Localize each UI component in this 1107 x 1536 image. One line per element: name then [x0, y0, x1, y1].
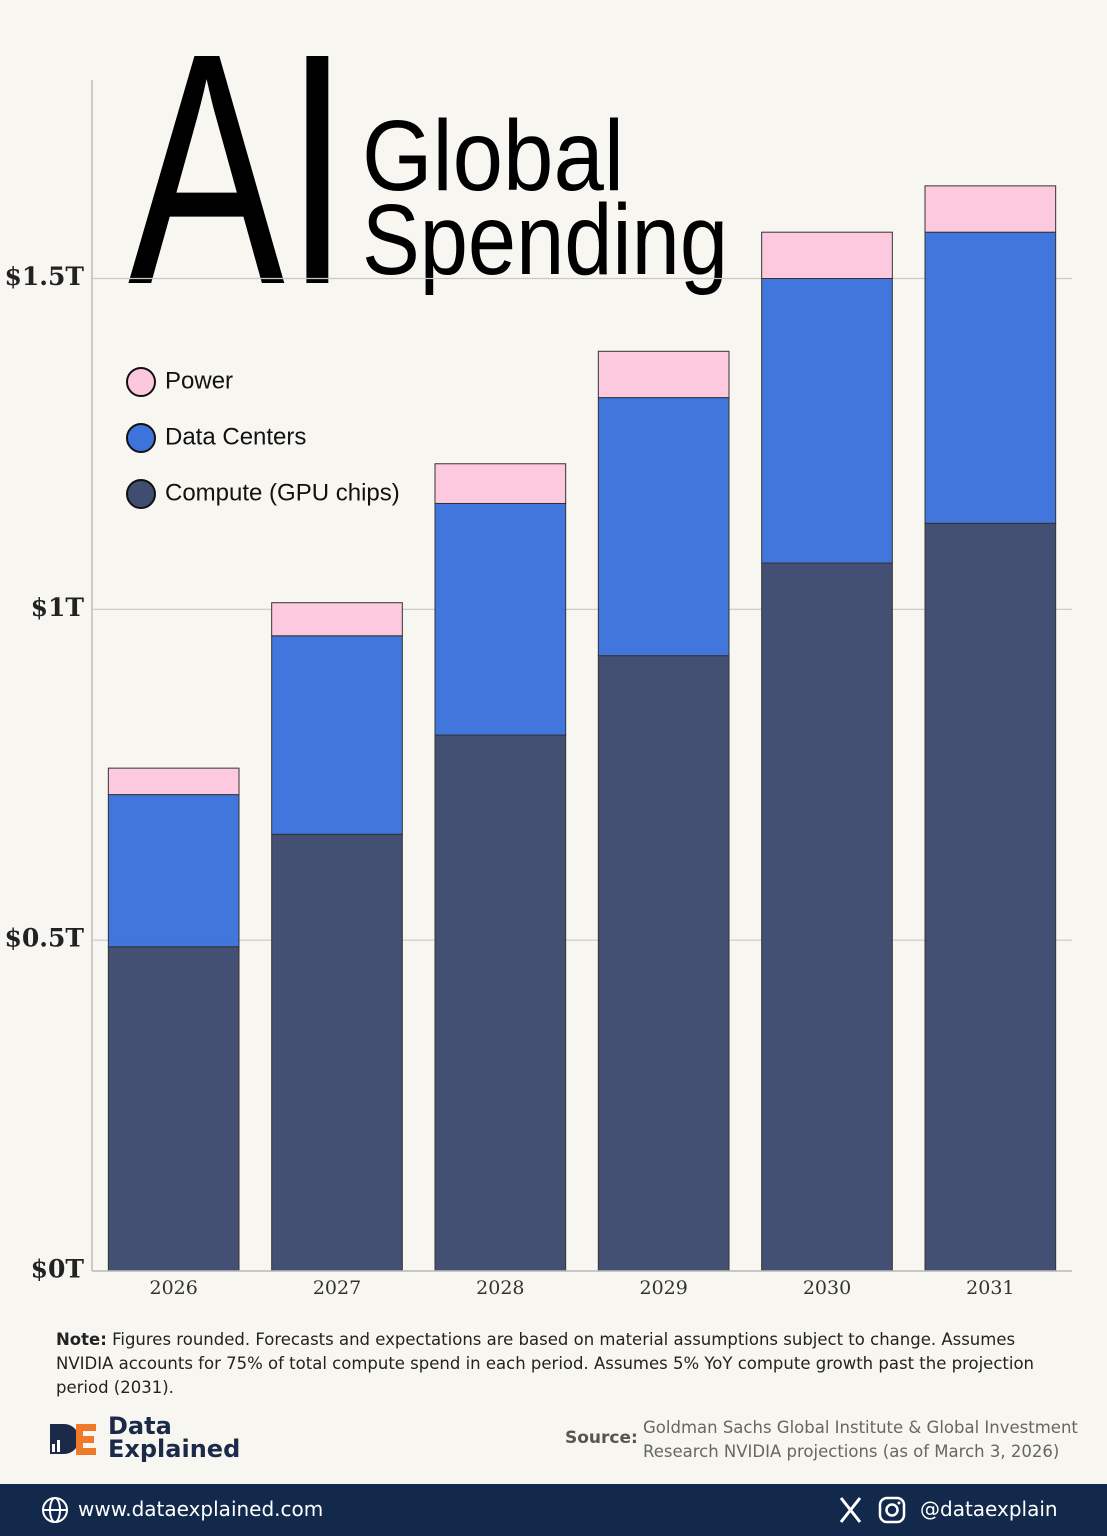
- bar-segment: [434, 734, 567, 1272]
- bar-segment: [761, 278, 893, 564]
- x-tick-label: 2029: [639, 1277, 687, 1299]
- title-line: Spending: [362, 184, 728, 296]
- bar-segment: [597, 655, 730, 1272]
- note-label: Note:: [56, 1330, 107, 1349]
- title-line: Global: [362, 100, 624, 212]
- x-tick-label: 2031: [966, 1277, 1014, 1299]
- x-tick-label: 2030: [803, 1277, 851, 1299]
- brand-line: Data: [108, 1412, 172, 1440]
- legend-swatch: [126, 367, 156, 397]
- bar-segment: [434, 463, 567, 504]
- x-tick-label: 2026: [149, 1277, 197, 1299]
- bar-segment: [597, 397, 730, 657]
- note-text: Figures rounded. Forecasts and expectati…: [56, 1330, 1035, 1397]
- source: Goldman Sachs Global Institute & Global …: [643, 1418, 1078, 1461]
- legend-swatch: [126, 423, 156, 453]
- logo: [50, 1424, 96, 1455]
- chart: AI Global Spending $0T $0.5T $1T $1.5T 2026 2…: [5, 0, 1072, 1299]
- bar-segment: [761, 231, 893, 279]
- y-tick-label: $1T: [31, 593, 85, 622]
- source-label: Source:: [565, 1428, 638, 1448]
- bar-segment: [107, 794, 240, 948]
- bar-segment: [107, 946, 240, 1272]
- chart-title: AI: [128, 0, 350, 353]
- legend-label: Power: [165, 367, 233, 394]
- bar-segment: [924, 231, 1057, 524]
- y-tick-label: $0T: [31, 1255, 85, 1284]
- handle[interactable]: @dataexplain: [920, 1497, 1058, 1521]
- legend-label: Compute (GPU chips): [165, 479, 400, 506]
- x-tick-label: 2027: [313, 1277, 361, 1299]
- globe-icon: [42, 1497, 68, 1523]
- y-tick-label: $1.5T: [5, 262, 85, 291]
- social-icons: [839, 1496, 906, 1524]
- website[interactable]: www.dataexplained.com: [78, 1497, 324, 1521]
- y-tick-label: $0.5T: [5, 924, 85, 953]
- bar-segment: [271, 833, 403, 1272]
- bar-segment: [107, 767, 240, 796]
- bar-segment: [597, 350, 730, 399]
- footer: www.dataexplained.com @dataexplain: [0, 1484, 1107, 1536]
- x-tick-label: 2028: [476, 1277, 524, 1299]
- legend-label: Data Centers: [165, 423, 306, 450]
- bar-segment: [924, 185, 1057, 233]
- legend-swatch: [126, 479, 156, 509]
- bar-segment: [271, 602, 403, 637]
- brand-line: Explained: [108, 1435, 241, 1463]
- bar-segment: [271, 635, 403, 835]
- bar-segment: [434, 502, 567, 736]
- note: Note: Figures rounded. Forecasts and exp…: [56, 1328, 1076, 1400]
- bar-segment: [924, 522, 1057, 1272]
- brand: Data Explained: [108, 1412, 241, 1463]
- bar-segment: [761, 562, 893, 1272]
